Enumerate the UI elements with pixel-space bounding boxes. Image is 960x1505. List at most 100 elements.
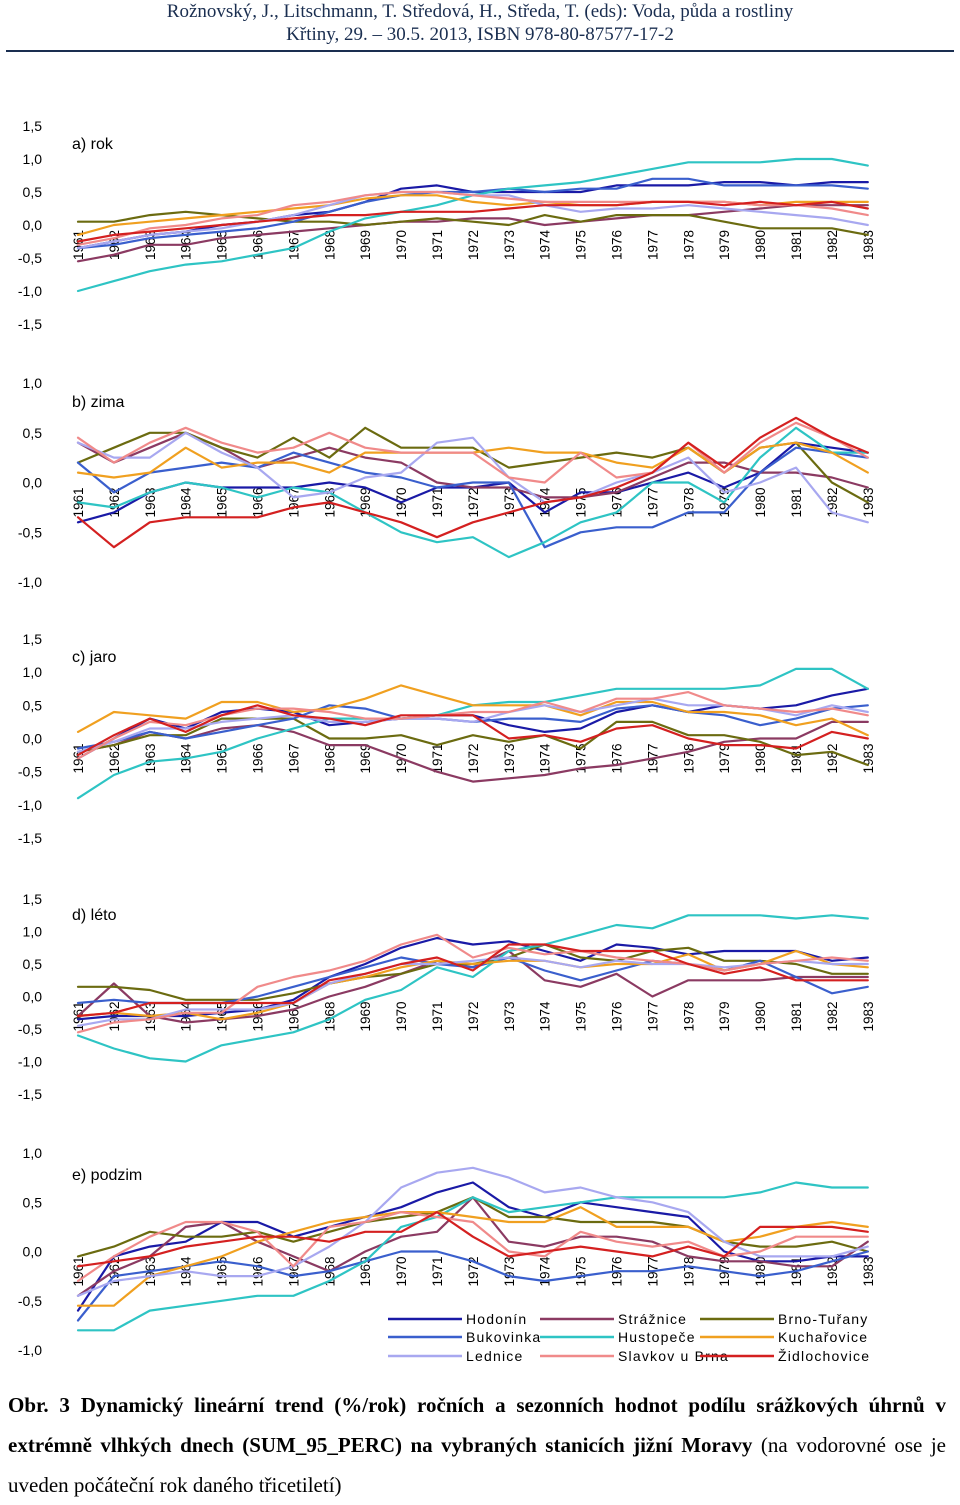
x-tick-label: 1967: [286, 1002, 301, 1032]
x-tick-label: 1982: [825, 230, 840, 260]
y-tick-label: 0,5: [23, 697, 43, 713]
y-tick-label: 0,0: [23, 217, 43, 233]
legend-label: Hustopeče: [618, 1329, 696, 1345]
x-tick-label: 1976: [610, 744, 625, 774]
x-tick-label: 1965: [215, 230, 230, 260]
series-line: [76, 210, 869, 236]
x-tick-label: 1973: [502, 230, 517, 260]
x-tick-label: 1972: [466, 1002, 481, 1032]
chart-title: e) podzim: [72, 1167, 142, 1184]
x-tick-label: 1983: [861, 1257, 876, 1287]
y-tick-label: 1,0: [23, 151, 43, 167]
legend-label: Hodonín: [466, 1311, 527, 1327]
y-tick-label: 0,5: [23, 425, 43, 441]
y-tick-label: 1,5: [23, 891, 43, 907]
series-line: [76, 157, 869, 293]
x-tick-label: 1975: [574, 230, 589, 260]
x-tick-label: 1978: [681, 1257, 696, 1287]
x-tick-label: 1965: [215, 744, 230, 774]
x-tick-label: 1983: [861, 1002, 876, 1032]
y-tick-label: -1,0: [18, 1342, 42, 1358]
caption-bold-text: Obr. 3 Dynamický lineární trend (%/rok) …: [8, 1393, 946, 1457]
series-line: [76, 667, 869, 800]
x-tick-label: 1967: [286, 488, 301, 518]
x-tick-label: 1974: [538, 743, 553, 774]
y-tick-label: 0,0: [23, 731, 43, 747]
x-tick-label: 1971: [430, 488, 445, 518]
series-line: [76, 1206, 869, 1307]
series-line: [76, 1181, 869, 1332]
chart-title: b) zima: [72, 394, 125, 411]
y-tick-label: -1,0: [18, 283, 42, 299]
x-tick-label: 1961: [71, 1257, 86, 1287]
series-line: [76, 416, 869, 549]
x-tick-label: 1978: [681, 488, 696, 518]
y-tick-label: -1,0: [18, 574, 42, 590]
series-line: [76, 1210, 869, 1268]
legend-label: Židlochovice: [778, 1348, 870, 1364]
x-tick-label: 1983: [861, 744, 876, 774]
y-tick-label: 0,5: [23, 1194, 43, 1210]
y-tick-label: -1,5: [18, 1086, 42, 1102]
x-tick-label: 1982: [825, 1002, 840, 1032]
y-tick-label: -0,5: [18, 1021, 42, 1037]
series-line: [76, 1250, 869, 1322]
x-tick-label: 1967: [286, 230, 301, 260]
series-line: [76, 431, 869, 524]
x-tick-label: 1970: [394, 1257, 409, 1287]
legend-label: Kuchařovice: [778, 1329, 868, 1345]
x-tick-label: 1967: [286, 744, 301, 774]
x-tick-label: 1977: [645, 1002, 660, 1032]
y-tick-label: -0,5: [18, 524, 42, 540]
x-tick-label: 1971: [430, 1002, 445, 1032]
x-tick-label: 1981: [789, 1002, 804, 1032]
y-tick-label: -1,0: [18, 797, 42, 813]
x-tick-label: 1981: [789, 230, 804, 260]
y-tick-label: 1,0: [23, 375, 43, 391]
x-tick-label: 1974: [538, 230, 553, 261]
x-tick-label: 1977: [645, 230, 660, 260]
y-tick-label: 1,0: [23, 664, 43, 680]
x-tick-label: 1972: [466, 488, 481, 518]
y-tick-label: 1,5: [23, 118, 43, 134]
series-line: [76, 446, 869, 549]
figure-caption: Obr. 3 Dynamický lineární trend (%/rok) …: [8, 1385, 946, 1505]
chart-legend: Hodonín Strážnice Brno-Tuřany Bukovinka Hust…: [388, 1311, 870, 1364]
header-venue: Křtiny, 29. – 30.5. 2013, ISBN 978-80-87…: [286, 24, 674, 45]
series-line: [76, 1210, 869, 1283]
x-tick-label: 1980: [753, 1002, 768, 1032]
x-tick-label: 1979: [717, 1002, 732, 1032]
series-line: [76, 690, 869, 760]
x-tick-label: 1980: [753, 488, 768, 518]
y-tick-label: 1,0: [23, 924, 43, 940]
x-tick-label: 1971: [430, 230, 445, 260]
x-tick-label: 1973: [502, 1257, 517, 1287]
y-tick-label: -0,5: [18, 1293, 42, 1309]
series-line: [76, 956, 869, 1027]
y-tick-label: -1,0: [18, 1054, 42, 1070]
y-tick-label: 1,0: [23, 1145, 43, 1161]
x-tick-label: 1968: [322, 744, 337, 774]
x-tick-label: 1966: [251, 488, 266, 518]
series-line: [76, 1196, 869, 1258]
x-tick-label: 1962: [107, 744, 122, 774]
x-tick-label: 1965: [215, 1002, 230, 1032]
x-tick-label: 1978: [681, 1002, 696, 1032]
x-tick-label: 1975: [574, 1002, 589, 1032]
chart-title: c) jaro: [72, 649, 117, 666]
x-tick-label: 1964: [179, 487, 194, 518]
legend-label: Lednice: [466, 1348, 523, 1364]
x-tick-label: 1966: [251, 1257, 266, 1287]
x-tick-label: 1974: [538, 1001, 553, 1032]
x-tick-label: 1980: [753, 230, 768, 260]
series-line: [76, 200, 869, 243]
x-tick-label: 1969: [358, 1002, 373, 1032]
y-tick-label: -0,5: [18, 250, 42, 266]
series-line: [76, 943, 869, 1001]
x-tick-label: 1978: [681, 744, 696, 774]
series-line: [76, 933, 869, 1034]
x-tick-label: 1965: [215, 488, 230, 518]
